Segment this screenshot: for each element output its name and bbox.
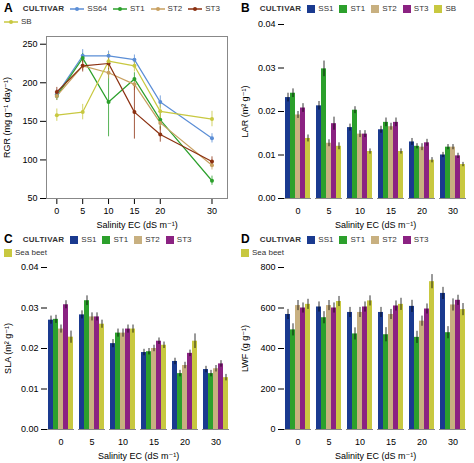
html-text:C: C — [4, 232, 13, 246]
svg-text:600: 600 — [260, 303, 275, 313]
svg-text:0.00: 0.00 — [21, 424, 39, 434]
svg-text:0.04: 0.04 — [21, 262, 39, 272]
svg-text:5: 5 — [326, 437, 331, 447]
html-text:ST3: ST3 — [413, 234, 429, 244]
svg-text:50: 50 — [27, 193, 37, 203]
svg-text:SLA (m² g⁻¹): SLA (m² g⁻¹) — [3, 323, 13, 374]
html-text:ST1: ST1 — [129, 3, 145, 13]
svg-text:20: 20 — [417, 437, 427, 447]
html-text:CULTIVAR: CULTIVAR — [22, 3, 65, 13]
html-text:SB: SB — [21, 17, 32, 26]
svg-text:30: 30 — [211, 437, 221, 447]
svg-text:0: 0 — [270, 424, 275, 434]
svg-text:30: 30 — [207, 206, 217, 216]
svg-text:0: 0 — [58, 437, 63, 447]
svg-text:20: 20 — [155, 206, 165, 216]
html-text:SS1: SS1 — [318, 3, 334, 13]
svg-text:15: 15 — [129, 206, 139, 216]
html-text:Sea beet: Sea beet — [252, 248, 284, 257]
svg-text:Salinity EC (dS m⁻¹): Salinity EC (dS m⁻¹) — [98, 451, 179, 461]
svg-text:0: 0 — [295, 206, 300, 216]
svg-text:5: 5 — [80, 206, 85, 216]
svg-text:LWF (g g⁻¹): LWF (g g⁻¹) — [240, 325, 250, 372]
svg-text:200: 200 — [260, 384, 275, 394]
html-text:A: A — [4, 1, 13, 15]
svg-text:Salinity EC (dS m⁻¹): Salinity EC (dS m⁻¹) — [335, 451, 416, 461]
svg-text:0.01: 0.01 — [258, 150, 276, 160]
html-text:ST2: ST2 — [167, 3, 183, 13]
svg-text:0.00: 0.00 — [258, 193, 276, 203]
svg-text:5: 5 — [326, 206, 331, 216]
svg-text:20: 20 — [417, 206, 427, 216]
html-text:ST2: ST2 — [382, 234, 397, 244]
html-text:CULTIVAR: CULTIVAR — [259, 3, 302, 13]
svg-text:250: 250 — [22, 39, 37, 49]
html-text:ST2: ST2 — [145, 234, 160, 244]
html-text:SS1: SS1 — [81, 234, 97, 244]
html-text:SS64: SS64 — [87, 3, 107, 13]
html-text:B: B — [241, 1, 250, 15]
html-text:SS1: SS1 — [318, 234, 334, 244]
html-text:SB: SB — [445, 3, 457, 13]
html-text:ST3: ST3 — [176, 234, 192, 244]
svg-text:400: 400 — [260, 343, 275, 353]
svg-text:10: 10 — [118, 437, 128, 447]
svg-text:20: 20 — [180, 437, 190, 447]
svg-text:150: 150 — [22, 116, 37, 126]
svg-text:0.02: 0.02 — [258, 106, 276, 116]
svg-text:10: 10 — [355, 206, 365, 216]
svg-text:15: 15 — [386, 437, 396, 447]
html-text:ST1: ST1 — [113, 234, 129, 244]
svg-text:5: 5 — [89, 437, 94, 447]
svg-text:Salinity EC (dS m⁻¹): Salinity EC (dS m⁻¹) — [96, 220, 177, 230]
svg-text:0: 0 — [295, 437, 300, 447]
html-text:CULTIVAR: CULTIVAR — [22, 234, 65, 244]
svg-text:0.03: 0.03 — [258, 63, 276, 73]
html-text:D: D — [241, 232, 250, 246]
svg-text:0.02: 0.02 — [21, 343, 39, 353]
svg-text:RGR (mg g⁻¹ day⁻¹): RGR (mg g⁻¹ day⁻¹) — [2, 77, 12, 158]
svg-text:800: 800 — [260, 262, 275, 272]
svg-text:30: 30 — [448, 437, 458, 447]
html-text:CULTIVAR: CULTIVAR — [259, 234, 302, 244]
svg-text:0: 0 — [54, 206, 59, 216]
svg-text:0.04: 0.04 — [258, 19, 276, 29]
html-text:ST3: ST3 — [413, 3, 429, 13]
html-text:ST1: ST1 — [350, 3, 366, 13]
svg-text:30: 30 — [448, 206, 458, 216]
html-text:ST2: ST2 — [382, 3, 397, 13]
html-text:Sea beet: Sea beet — [15, 248, 47, 257]
svg-text:LAR (m² g⁻¹): LAR (m² g⁻¹) — [240, 86, 250, 138]
svg-text:200: 200 — [22, 78, 37, 88]
svg-text:0.03: 0.03 — [21, 303, 39, 313]
svg-text:10: 10 — [355, 437, 365, 447]
svg-text:15: 15 — [149, 437, 159, 447]
svg-text:Salinity EC (dS m⁻¹): Salinity EC (dS m⁻¹) — [335, 220, 416, 230]
svg-text:10: 10 — [104, 206, 114, 216]
html-text:ST1: ST1 — [350, 234, 366, 244]
svg-text:15: 15 — [386, 206, 396, 216]
html-text:ST3: ST3 — [205, 3, 220, 13]
svg-text:0.01: 0.01 — [21, 384, 39, 394]
svg-text:100: 100 — [22, 155, 37, 165]
